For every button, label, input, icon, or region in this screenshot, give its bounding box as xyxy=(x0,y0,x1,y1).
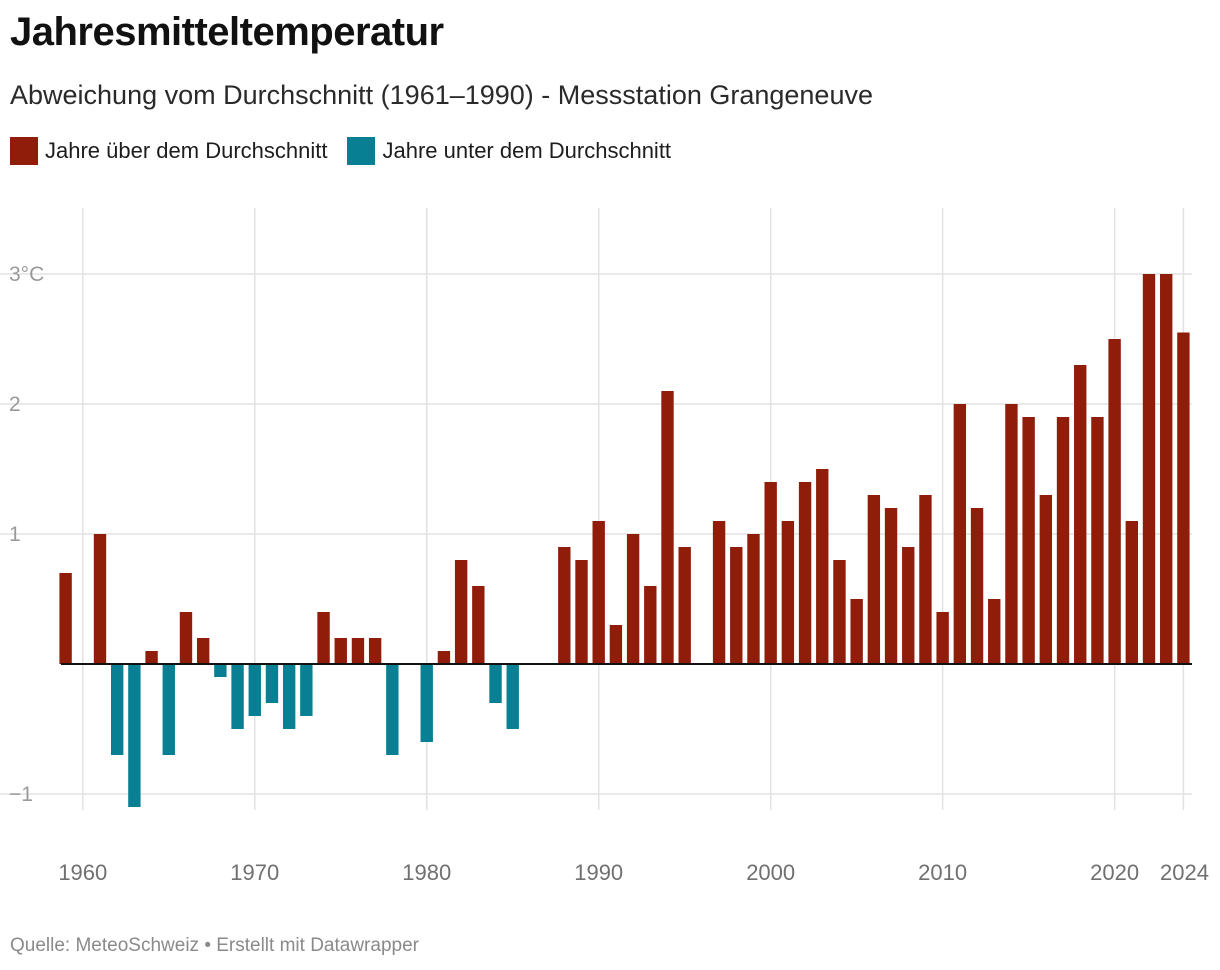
bar-2014 xyxy=(1005,404,1018,664)
legend-item-below: Jahre unter dem Durchschnitt xyxy=(347,137,671,165)
bar-1970 xyxy=(248,664,261,716)
bar-1983 xyxy=(472,586,485,664)
y-tick-label: 1 xyxy=(9,523,21,546)
x-tick-labels: 1960 1970 1980 1990 2000 2010 2020 2024 xyxy=(58,860,1209,885)
bar-2010 xyxy=(936,612,949,664)
chart-subtitle: Abweichung vom Durchschnitt (1961–1990) … xyxy=(10,80,873,110)
bars xyxy=(59,274,1190,807)
bar-2000 xyxy=(764,482,777,664)
bar-1994 xyxy=(661,391,674,664)
bar-2016 xyxy=(1039,495,1053,664)
bar-1999 xyxy=(747,534,760,664)
y-tick-label: −1 xyxy=(9,783,33,806)
bar-1978 xyxy=(386,664,399,755)
bar-2001 xyxy=(781,521,795,664)
x-tick-label: 1960 xyxy=(58,860,107,885)
bar-1991 xyxy=(609,625,623,664)
y-tick-label: 3°C xyxy=(9,263,44,286)
bar-2004 xyxy=(833,560,846,664)
bar-1982 xyxy=(454,560,468,664)
bar-1998 xyxy=(730,547,743,664)
bar-1962 xyxy=(110,664,124,755)
bar-2005 xyxy=(850,599,863,664)
bar-1964 xyxy=(145,651,158,664)
bar-1963 xyxy=(128,664,141,807)
bar-2012 xyxy=(970,508,984,664)
bar-2015 xyxy=(1022,417,1035,664)
bar-2006 xyxy=(867,495,881,664)
bar-2017 xyxy=(1056,417,1070,664)
bar-1990 xyxy=(592,521,605,664)
bar-1969 xyxy=(231,664,244,729)
bar-1961 xyxy=(93,534,107,664)
bar-1965 xyxy=(162,664,175,755)
legend-label-above: Jahre über dem Durchschnitt xyxy=(45,138,328,163)
bar-2007 xyxy=(884,508,898,664)
bar-1984 xyxy=(489,664,502,703)
bar-1976 xyxy=(351,638,365,664)
bar-1974 xyxy=(317,612,330,664)
bar-2009 xyxy=(919,495,932,664)
x-tick-label: 2020 xyxy=(1090,860,1139,885)
bar-2021 xyxy=(1125,521,1139,664)
legend-swatch-below xyxy=(347,137,376,165)
bar-1977 xyxy=(368,638,382,664)
bar-1972 xyxy=(282,664,296,729)
bar-1967 xyxy=(196,638,210,664)
bar-1975 xyxy=(334,638,347,664)
chart-title: Jahresmitteltemperatur xyxy=(10,10,444,54)
bar-1997 xyxy=(712,521,726,664)
bar-1993 xyxy=(644,586,657,664)
x-tick-label: 1970 xyxy=(230,860,279,885)
source-note: Quelle: MeteoSchweiz • Erstellt mit Data… xyxy=(10,935,419,956)
bar-1971 xyxy=(265,664,279,703)
bar-2018 xyxy=(1074,365,1087,664)
bar-1980 xyxy=(420,664,433,742)
x-tick-label: 2000 xyxy=(746,860,795,885)
bar-2023 xyxy=(1160,274,1173,664)
x-tick-label: 2010 xyxy=(918,860,967,885)
bar-1988 xyxy=(558,547,571,664)
y-tick-label: 2 xyxy=(9,393,21,416)
bar-1959 xyxy=(59,573,72,664)
bar-1985 xyxy=(506,664,519,729)
x-tick-label: 1980 xyxy=(402,860,451,885)
bar-2019 xyxy=(1091,417,1104,664)
bar-1992 xyxy=(626,534,640,664)
bar-1995 xyxy=(678,547,691,664)
bar-2008 xyxy=(902,547,915,664)
legend-item-above: Jahre über dem Durchschnitt xyxy=(10,137,327,165)
bar-1981 xyxy=(437,651,451,664)
legend-label-below: Jahre unter dem Durchschnitt xyxy=(382,138,672,163)
bar-2013 xyxy=(988,599,1001,664)
bar-2003 xyxy=(816,469,829,664)
legend-swatch-above xyxy=(10,137,38,165)
x-tick-label: 1990 xyxy=(574,860,623,885)
x-gridlines xyxy=(82,208,1185,810)
bar-1973 xyxy=(300,664,313,716)
bar-2002 xyxy=(798,482,812,664)
chart-legend: Jahre über dem Durchschnitt Jahre unter … xyxy=(10,137,691,165)
bar-1966 xyxy=(179,612,193,664)
bar-2020 xyxy=(1108,339,1121,664)
y-tick-labels: −1 1 2 3°C xyxy=(9,263,44,806)
bar-1968 xyxy=(214,664,227,677)
bar-2011 xyxy=(953,404,967,664)
x-tick-label: 2024 xyxy=(1160,860,1209,885)
bar-2022 xyxy=(1142,274,1156,664)
bar-2024 xyxy=(1177,332,1190,664)
bar-1989 xyxy=(575,560,588,664)
